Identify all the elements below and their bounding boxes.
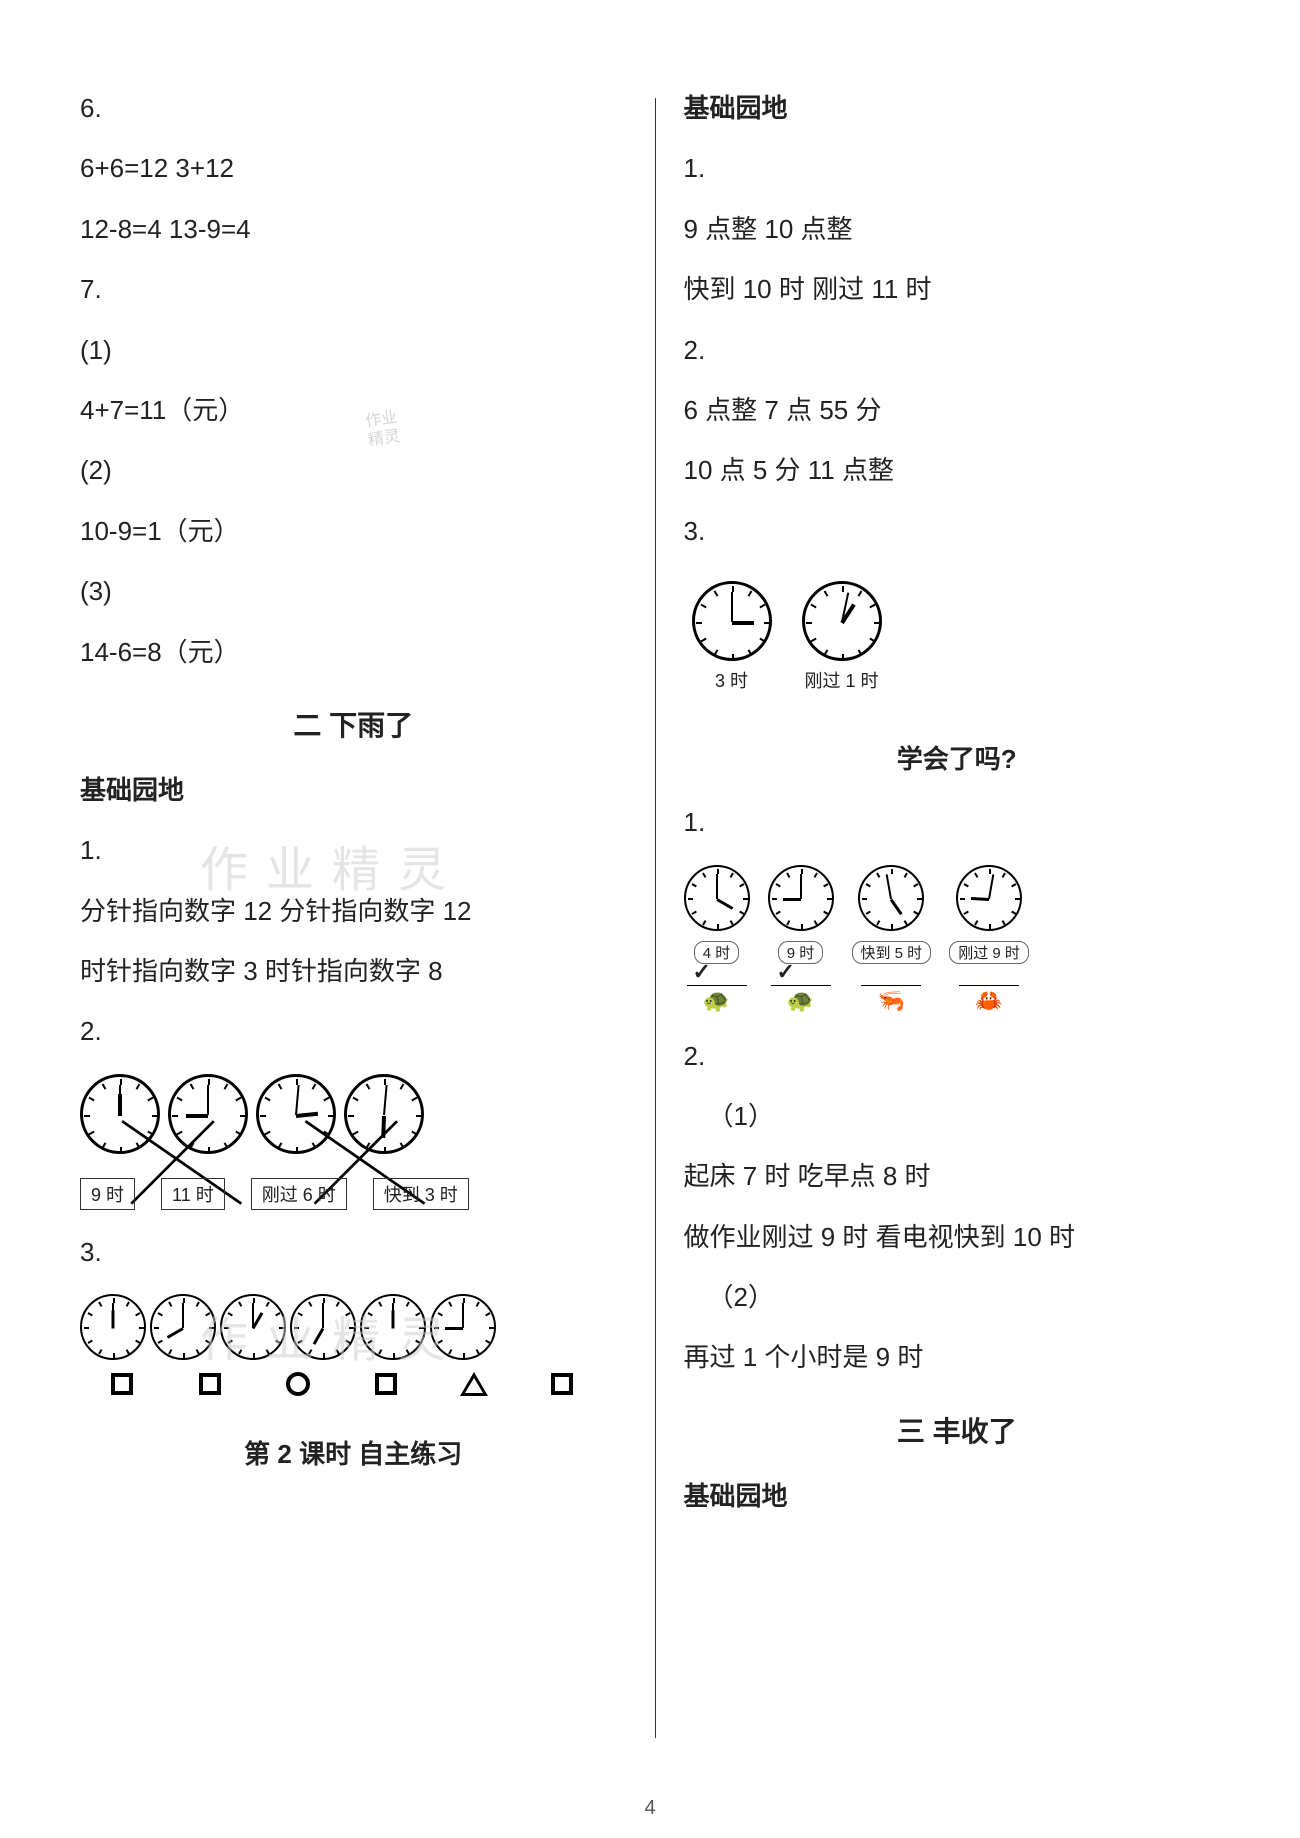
four-clock-figure: 4 时 ✓ 🐢 9 时 ✓ 🐢 快到 5 时 🦐 — [684, 865, 1231, 1014]
left-line: 12-8=4 13-9=4 — [80, 211, 627, 247]
q1-line: 时针指向数字 3 时针指向数字 8 — [80, 953, 627, 989]
rq2a: 6 点整 7 点 55 分 — [684, 392, 1231, 428]
lq2-1b: 做作业刚过 9 时 看电视快到 10 时 — [684, 1219, 1231, 1255]
shape-square-icon — [520, 1372, 604, 1396]
rq1b: 快到 10 时 刚过 11 时 — [684, 271, 1231, 307]
fc-item: 刚过 9 时 🦀 — [949, 865, 1029, 1014]
lq2-2: （2） — [684, 1279, 1231, 1315]
left-line: (1) — [80, 332, 627, 368]
lq2-1a: 起床 7 时 吃早点 8 时 — [684, 1158, 1231, 1194]
learned-title: 学会了吗? — [684, 739, 1231, 776]
creature-icon: 🐢 — [703, 988, 730, 1014]
left-line: 6. — [80, 90, 627, 126]
q1-line: 分针指向数字 12 分针指向数字 12 — [80, 893, 627, 929]
check-mark-icon: ✓ — [777, 959, 795, 985]
fc-item: 9 时 ✓ 🐢 — [768, 865, 834, 1014]
lesson2-title: 第 2 课时 自主练习 — [80, 1434, 627, 1471]
shape-circle-icon — [256, 1372, 340, 1396]
frog-label: 9 时 — [80, 1178, 135, 1210]
right-column: 基础园地 1. 9 点整 10 点整 快到 10 时 刚过 11 时 2. 6 … — [656, 90, 1231, 1808]
subsection-basic: 基础园地 — [684, 1478, 1231, 1514]
creature-icon: 🦀 — [975, 988, 1002, 1014]
clock3-label: 3 时 — [715, 667, 748, 693]
fc-label: 刚过 9 时 — [949, 941, 1029, 964]
rq1: 1. — [684, 150, 1231, 186]
two-clock-figure: 3 时 刚过 1 时 — [684, 573, 1231, 701]
frog-clock — [256, 1074, 336, 1160]
check-mark-icon: ✓ — [693, 959, 711, 985]
section-title-rain: 二 下雨了 — [80, 704, 627, 744]
shape-triangle-icon — [432, 1372, 516, 1396]
shape-square-icon — [344, 1372, 428, 1396]
subsection-basic: 基础园地 — [80, 772, 627, 808]
frog-label: 快到 3 时 — [373, 1178, 469, 1210]
page-number: 4 — [644, 1797, 655, 1820]
left-column: 6. 6+6=12 3+12 12-8=4 13-9=4 7. (1) 4+7=… — [80, 90, 655, 1808]
frog-clock — [168, 1074, 248, 1160]
lq2: 2. — [684, 1038, 1231, 1074]
fc-item: 4 时 ✓ 🐢 — [684, 865, 750, 1014]
frog-clock — [80, 1074, 160, 1160]
subsection-basic: 基础园地 — [684, 90, 1231, 126]
frog-clock — [344, 1074, 424, 1160]
fc-label: 快到 5 时 — [852, 941, 932, 964]
frog-label: 11 时 — [161, 1178, 225, 1210]
left-line: (3) — [80, 573, 627, 609]
shape-square-icon — [168, 1372, 252, 1396]
left-line: 7. — [80, 271, 627, 307]
fc-item: 快到 5 时 🦐 — [852, 865, 932, 1014]
left-line: 10-9=1（元） — [80, 513, 627, 549]
rq1a: 9 点整 10 点整 — [684, 211, 1231, 247]
left-line: 6+6=12 3+12 — [80, 150, 627, 186]
stamp-icon: 作业精灵 — [336, 404, 435, 486]
shape-square-icon — [80, 1372, 164, 1396]
q1-num: 1. — [80, 832, 627, 868]
q3-num: 3. — [80, 1234, 627, 1270]
section-title-harvest: 三 丰收了 — [684, 1410, 1231, 1450]
lq2-2a: 再过 1 个小时是 9 时 — [684, 1339, 1231, 1375]
frog-clock-figure: 9 时 11 时 刚过 6 时 快到 3 时 — [80, 1074, 627, 1210]
page-root: 6. 6+6=12 3+12 12-8=4 13-9=4 7. (1) 4+7=… — [0, 0, 1300, 1838]
rq2: 2. — [684, 332, 1231, 368]
clock3-label: 刚过 1 时 — [804, 667, 878, 693]
frog-label: 刚过 6 时 — [251, 1178, 347, 1210]
rq2b: 10 点 5 分 11 点整 — [684, 452, 1231, 488]
lq1: 1. — [684, 804, 1231, 840]
left-line: 14-6=8（元） — [80, 634, 627, 670]
q2-num: 2. — [80, 1013, 627, 1049]
lq2-1: （1） — [684, 1098, 1231, 1134]
six-clock-figure — [80, 1294, 627, 1396]
creature-icon: 🦐 — [878, 988, 905, 1014]
rq3: 3. — [684, 513, 1231, 549]
creature-icon: 🐢 — [787, 988, 814, 1014]
